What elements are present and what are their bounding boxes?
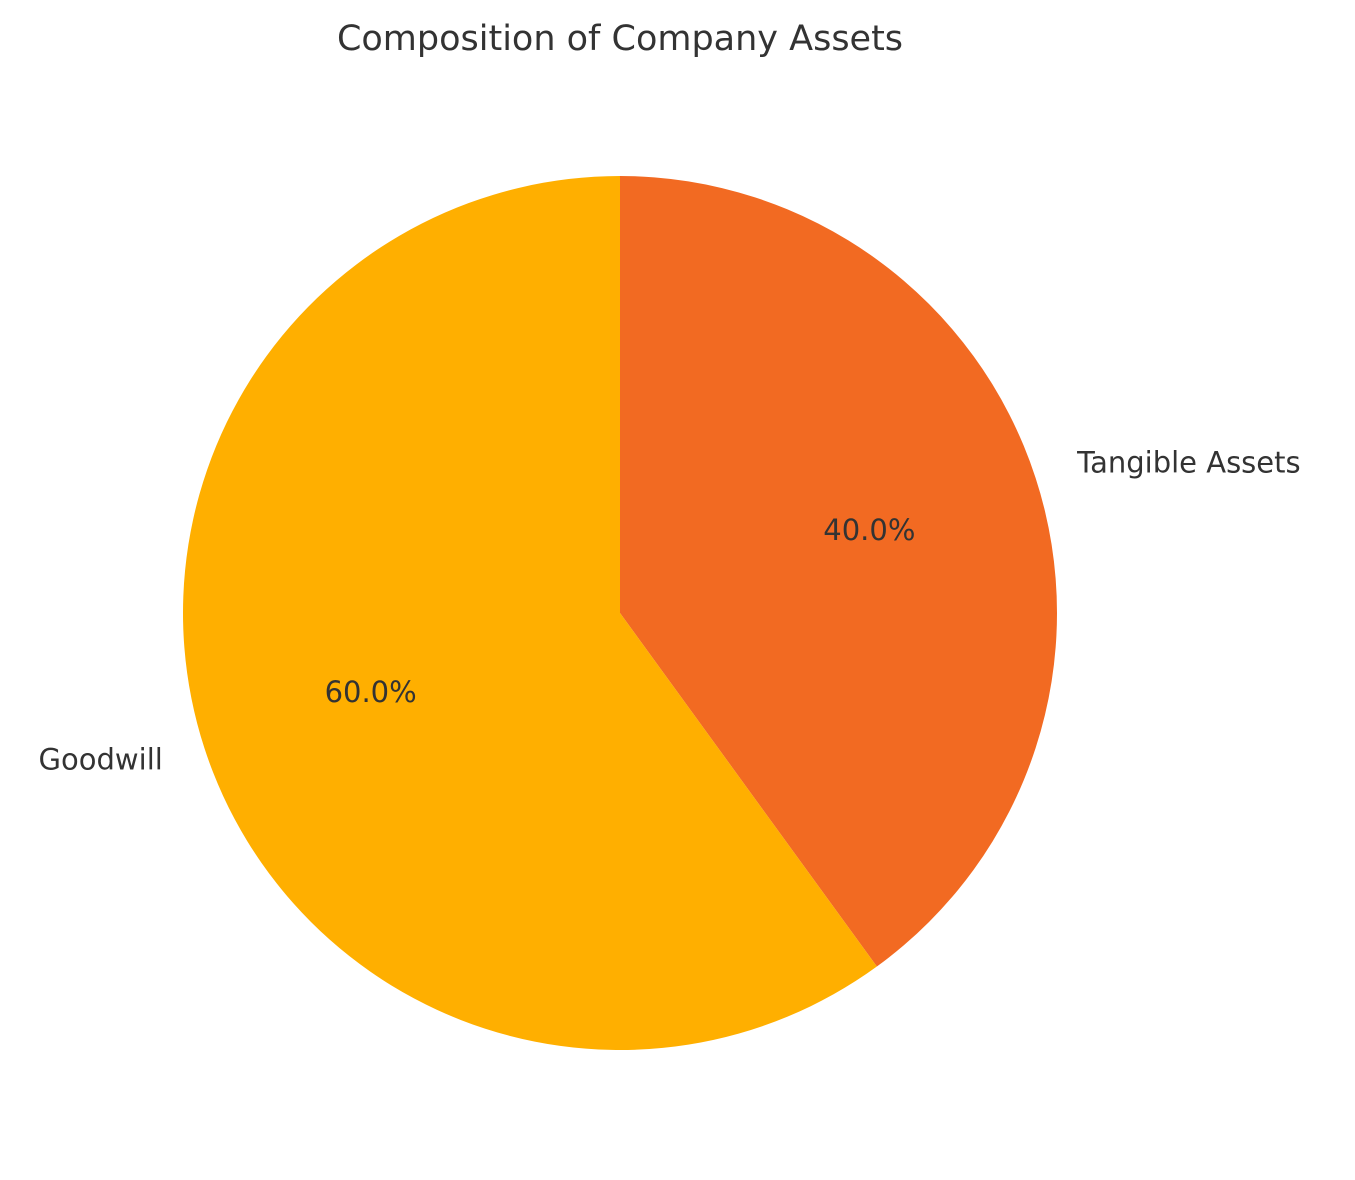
labels-layer: Tangible Assets 40.0% Goodwill 60.0% [39,445,1301,776]
slice-label: Tangible Assets [1076,445,1300,479]
pie-slice-goodwill [183,176,877,1050]
pie-slice-tangible-assets [620,176,1057,967]
chart-title: Composition of Company Assets [337,19,903,59]
slices-layer [183,176,1057,1050]
slice-label: Goodwill [39,743,163,777]
slice-percent-label: 60.0% [325,675,417,709]
slice-percent-label: 40.0% [823,513,915,547]
